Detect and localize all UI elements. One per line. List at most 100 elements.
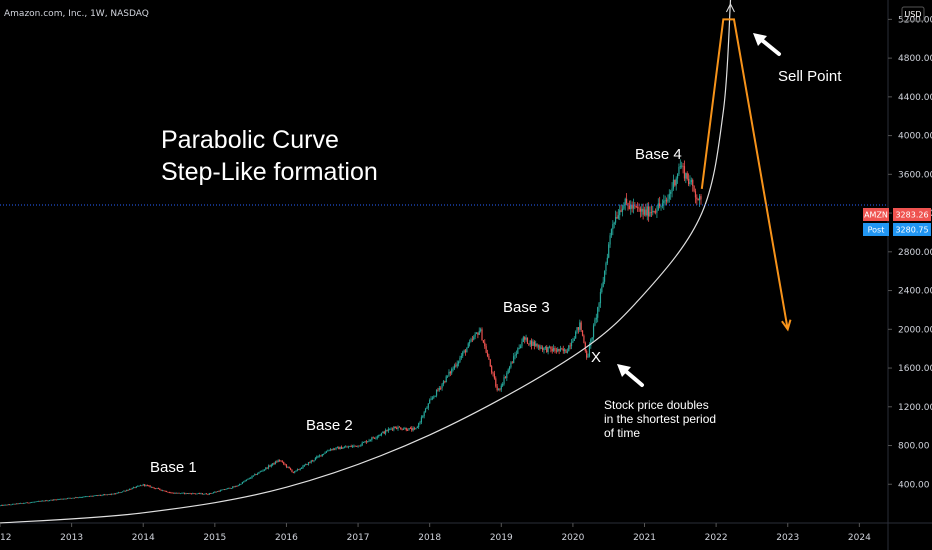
candle-body [0, 505, 1, 507]
candle-body [174, 492, 176, 494]
candle-body [266, 467, 268, 469]
parabolic-curve [0, 0, 732, 524]
candle-body [149, 485, 151, 488]
candle-body [31, 502, 33, 503]
candle-body [584, 342, 586, 351]
candle-body [24, 502, 26, 504]
candle-body [375, 437, 377, 439]
y-tick-label: 1200.00 [898, 403, 932, 413]
currency-badge[interactable]: USD [901, 6, 925, 22]
candle-body [91, 495, 93, 497]
candle-body [241, 482, 243, 485]
candle-body [284, 463, 286, 465]
candle-body [568, 345, 570, 352]
candle-body [656, 210, 658, 213]
candle-body [628, 205, 630, 210]
symbol-legend: Amazon.com, Inc., 1W, NASDAQ [4, 9, 149, 19]
candle-body [485, 346, 487, 353]
candle-body [457, 361, 460, 364]
candle-body [632, 204, 635, 209]
x-tick-label: 2015 [203, 533, 226, 543]
candle-body [587, 356, 589, 358]
candle-body [205, 493, 208, 495]
candle-body [598, 303, 600, 308]
candle-body [229, 487, 231, 489]
candle-body [33, 501, 36, 503]
candle-body [117, 492, 120, 494]
candle-body [73, 497, 75, 499]
candle-body [420, 417, 423, 423]
candle-body [204, 493, 206, 495]
price-tag-post-value: 3280.75 [895, 226, 928, 235]
candle-body [670, 191, 672, 194]
candle-body [342, 448, 344, 449]
candle-body [278, 460, 281, 462]
candle-body [295, 470, 297, 472]
candle-body [327, 450, 329, 452]
candle-body [39, 501, 41, 502]
candle-body [223, 489, 226, 491]
candle-body [83, 496, 85, 498]
candle-body [104, 494, 106, 496]
candle-body [385, 429, 387, 434]
x-tick-label: 2019 [490, 533, 513, 543]
candle-body [346, 446, 348, 448]
candle-body [134, 487, 136, 489]
candle-body [462, 352, 464, 356]
candle-body [407, 430, 409, 431]
candle-body [437, 389, 439, 391]
candle-body [113, 493, 115, 495]
candle-body [338, 447, 340, 450]
candle-body [467, 343, 469, 349]
y-axis[interactable]: 400.00 800.00 1200.00 1600.00 2000.00 2400.00… [888, 15, 932, 490]
candle-body [504, 377, 507, 379]
parabolic-curve-layer [0, 0, 735, 524]
x-axis[interactable]: 2012 2013 2014 2015 2016 2017 2018 2019 2020 2021… [0, 523, 871, 543]
candle-body [631, 204, 633, 209]
candle-body [475, 332, 478, 334]
candle-body [183, 492, 186, 494]
candle-body [446, 375, 449, 377]
candle-body [98, 494, 100, 496]
candle-body [474, 333, 476, 337]
candle-body [262, 470, 264, 472]
y-tick-label: 4800.00 [898, 54, 932, 64]
candle-body [200, 493, 202, 495]
candle-body [93, 495, 95, 497]
price-tag-amzn: AMZN 3283.26 [863, 208, 931, 221]
candle-body [681, 165, 683, 167]
y-tick-label: 400.00 [898, 480, 930, 490]
candle-body [411, 428, 413, 431]
projection-arrowhead [781, 319, 792, 332]
candle-body [243, 481, 245, 483]
candle-body [499, 389, 501, 390]
candle-body [639, 208, 641, 212]
candle-body [550, 346, 552, 349]
candle-body [546, 346, 548, 353]
candle-body [336, 447, 339, 448]
candle-body [641, 208, 643, 212]
candle-body [7, 504, 9, 506]
candle-body [329, 449, 332, 451]
candle-body [294, 471, 296, 473]
candle-body [182, 492, 184, 494]
candle-body [99, 494, 102, 496]
candle-body [215, 491, 217, 493]
candle-body [296, 469, 299, 471]
candle-body [354, 445, 356, 447]
candle-body [537, 345, 540, 347]
candle-body [608, 244, 610, 258]
candle-body [276, 461, 278, 463]
candle-body [627, 202, 629, 206]
candle-body [659, 203, 661, 207]
candle-body [382, 431, 384, 434]
title-line-2: Step-Like formation [161, 158, 378, 186]
candle-body [159, 488, 161, 490]
candle-body [653, 210, 655, 212]
candle-body [525, 337, 527, 340]
candle-body [561, 348, 563, 350]
candle-body [517, 348, 519, 354]
candle-body [343, 447, 345, 449]
candle-body [258, 472, 260, 474]
